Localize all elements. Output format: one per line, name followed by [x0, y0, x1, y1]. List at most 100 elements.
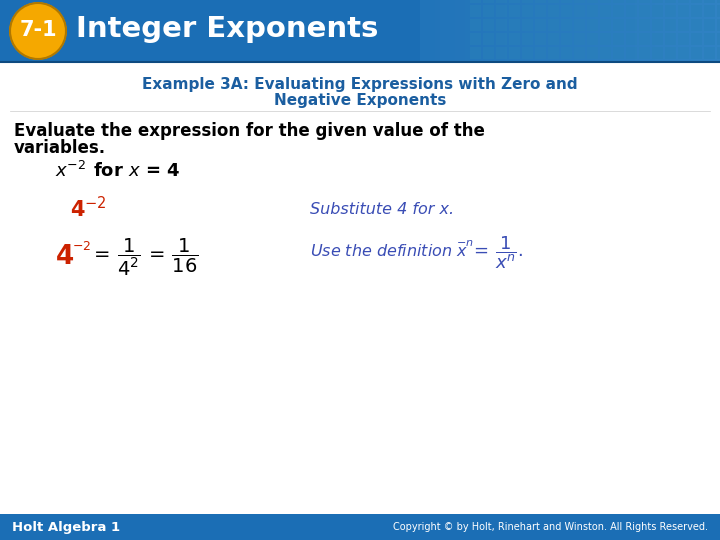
Text: variables.: variables.: [14, 139, 106, 157]
Bar: [690, 0, 695, 62]
Bar: [613, 0, 624, 3]
Bar: [510, 0, 515, 62]
Bar: [560, 0, 565, 62]
Bar: [587, 47, 598, 59]
Bar: [600, 0, 611, 3]
Bar: [561, 33, 572, 45]
Bar: [635, 0, 640, 62]
Bar: [574, 47, 585, 59]
Text: $\mathbf{4}^{-2}$: $\mathbf{4}^{-2}$: [70, 197, 107, 221]
Bar: [455, 0, 460, 62]
Bar: [496, 47, 507, 59]
Bar: [600, 19, 611, 31]
Bar: [574, 5, 585, 17]
Bar: [675, 0, 680, 62]
Bar: [595, 0, 600, 62]
Bar: [540, 0, 545, 62]
Bar: [561, 0, 572, 3]
Bar: [483, 33, 494, 45]
Bar: [630, 0, 635, 62]
Bar: [652, 5, 663, 17]
Bar: [470, 0, 481, 3]
Bar: [665, 0, 676, 3]
Bar: [548, 47, 559, 59]
Text: Integer Exponents: Integer Exponents: [76, 15, 379, 43]
Bar: [665, 33, 676, 45]
Bar: [548, 0, 559, 3]
Bar: [496, 33, 507, 45]
Bar: [691, 0, 702, 3]
Bar: [678, 47, 689, 59]
Circle shape: [10, 3, 66, 59]
Bar: [665, 5, 676, 17]
Bar: [496, 5, 507, 17]
Bar: [483, 47, 494, 59]
Bar: [535, 0, 540, 62]
Bar: [626, 33, 637, 45]
Bar: [525, 0, 530, 62]
Bar: [561, 5, 572, 17]
Bar: [717, 33, 720, 45]
Bar: [660, 0, 665, 62]
Text: Example 3A: Evaluating Expressions with Zero and: Example 3A: Evaluating Expressions with …: [142, 77, 578, 91]
Bar: [450, 0, 455, 62]
Bar: [561, 19, 572, 31]
Bar: [0, 514, 720, 540]
Bar: [705, 0, 710, 62]
Bar: [704, 47, 715, 59]
Text: $-n$: $-n$: [456, 238, 474, 248]
Bar: [717, 0, 720, 3]
Bar: [535, 47, 546, 59]
Bar: [717, 19, 720, 31]
Bar: [678, 33, 689, 45]
Bar: [565, 0, 570, 62]
Text: Evaluate the expression for the given value of the: Evaluate the expression for the given va…: [14, 122, 485, 140]
Bar: [691, 47, 702, 59]
Bar: [639, 5, 650, 17]
Bar: [717, 47, 720, 59]
Bar: [695, 0, 700, 62]
Bar: [509, 5, 520, 17]
Bar: [639, 47, 650, 59]
Bar: [613, 47, 624, 59]
Bar: [522, 47, 533, 59]
Bar: [652, 33, 663, 45]
Bar: [590, 0, 595, 62]
Bar: [678, 0, 689, 3]
Bar: [509, 47, 520, 59]
Bar: [685, 0, 690, 62]
Bar: [691, 33, 702, 45]
Bar: [704, 5, 715, 17]
Bar: [640, 0, 645, 62]
Bar: [470, 47, 481, 59]
Text: Substitute 4 for x.: Substitute 4 for x.: [310, 201, 454, 217]
Bar: [704, 19, 715, 31]
Bar: [587, 5, 598, 17]
Bar: [530, 0, 535, 62]
Bar: [496, 19, 507, 31]
Bar: [639, 33, 650, 45]
Text: Negative Exponents: Negative Exponents: [274, 93, 446, 109]
Text: 7-1: 7-1: [19, 20, 57, 40]
Bar: [545, 0, 550, 62]
Bar: [665, 47, 676, 59]
Bar: [639, 19, 650, 31]
Text: Holt Algebra 1: Holt Algebra 1: [12, 521, 120, 534]
Bar: [639, 0, 650, 3]
Bar: [445, 0, 450, 62]
Bar: [620, 0, 625, 62]
Bar: [574, 19, 585, 31]
Bar: [515, 0, 520, 62]
Bar: [652, 47, 663, 59]
Bar: [0, 0, 720, 62]
Bar: [490, 0, 495, 62]
Bar: [435, 0, 440, 62]
Bar: [652, 0, 663, 3]
Bar: [613, 19, 624, 31]
Text: for $x$ = 4: for $x$ = 4: [93, 162, 180, 180]
Bar: [580, 0, 585, 62]
Bar: [535, 5, 546, 17]
Bar: [670, 0, 675, 62]
Bar: [522, 5, 533, 17]
Bar: [650, 0, 655, 62]
